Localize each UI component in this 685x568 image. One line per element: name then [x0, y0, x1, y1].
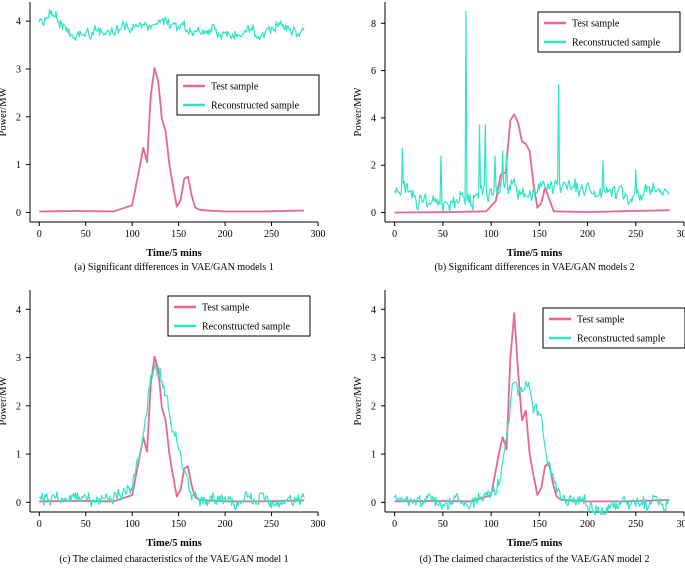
- legend-label-test: Test sample: [211, 82, 259, 93]
- x-tick-label: 0: [37, 229, 42, 240]
- chart-panel-b: 0 50 100 150 200 250 300 0 2 4 6 8 Time/5 mins Power/…: [353, 2, 685, 273]
- x-axis-label: Time/5 mins: [507, 538, 563, 549]
- legend-label-reconstructed: Reconstructed sample: [572, 38, 661, 49]
- x-tick-label: 250: [264, 519, 279, 530]
- legend-box: [167, 295, 311, 337]
- legend-label-test: Test sample: [202, 303, 250, 314]
- y-axis-label: Power/MW: [353, 87, 364, 136]
- reconstructed-sample-line: [394, 10, 670, 213]
- y-tick-label: 2: [371, 161, 376, 172]
- x-tick-label: 50: [438, 519, 448, 530]
- reconstructed-sample-line: [38, 363, 305, 511]
- chart-panel-d: 0 50 100 150 200 250 300 0 1 2 3 4 Time/5 mins Power/…: [353, 290, 685, 565]
- legend-box: [537, 11, 681, 53]
- x-tick-label: 50: [438, 229, 448, 240]
- y-axis-label: Power/MW: [353, 376, 364, 425]
- x-axis-label: Time/5 mins: [507, 248, 563, 259]
- x-tick-label: 0: [392, 229, 397, 240]
- x-tick-label: 200: [218, 519, 233, 530]
- y-axis-label: Power/MW: [0, 87, 9, 136]
- y-tick-label: 1: [371, 450, 376, 461]
- x-tick-label: 100: [484, 229, 499, 240]
- x-tick-label: 300: [311, 519, 326, 530]
- x-tick-label: 100: [484, 519, 499, 530]
- x-axis-label: Time/5 mins: [146, 248, 202, 259]
- y-tick-label: 3: [16, 64, 21, 75]
- y-tick-label: 0: [16, 208, 21, 219]
- legend-label-reconstructed: Reconstructed sample: [577, 334, 666, 345]
- y-tick-label: 1: [16, 450, 21, 461]
- y-tick-label: 4: [16, 17, 21, 28]
- x-tick-label: 300: [311, 229, 326, 240]
- x-tick-label: 150: [171, 229, 186, 240]
- y-tick-label: 0: [16, 498, 21, 509]
- panel-caption: (a) Significant differences in VAE/GAN m…: [74, 262, 273, 273]
- legend-label-test: Test sample: [572, 19, 620, 30]
- y-tick-label: 2: [371, 401, 376, 412]
- legend-label-reconstructed: Reconstructed sample: [211, 101, 300, 112]
- test-sample-line: [394, 113, 670, 214]
- y-tick-label: 1: [16, 160, 21, 171]
- x-tick-label: 200: [218, 229, 233, 240]
- legend-box: [176, 74, 320, 116]
- x-tick-label: 250: [628, 229, 643, 240]
- chart-panel-a: 0 50 100 150 200 250 300 0 1 2 3 4 Time/5 mins Power/…: [0, 2, 326, 273]
- chart-panel-c: 0 50 100 150 200 250 300 0 1 2 3 4 Time/5 mins Power/…: [0, 290, 326, 565]
- x-tick-label: 50: [81, 519, 91, 530]
- x-tick-label: 0: [37, 519, 42, 530]
- y-tick-label: 3: [16, 353, 21, 364]
- reconstructed-sample-line: [394, 380, 670, 516]
- test-sample-line: [39, 355, 305, 503]
- y-tick-label: 8: [371, 19, 376, 30]
- reconstructed-sample-line: [38, 9, 305, 41]
- x-tick-label: 300: [677, 229, 685, 240]
- x-tick-label: 100: [125, 229, 140, 240]
- x-tick-label: 0: [392, 519, 397, 530]
- y-tick-label: 6: [371, 66, 376, 77]
- x-tick-label: 150: [532, 519, 547, 530]
- panel-caption: (c) The claimed characteristics of the V…: [59, 554, 288, 565]
- legend-box: [542, 307, 685, 349]
- x-tick-label: 150: [532, 229, 547, 240]
- x-tick-label: 50: [81, 229, 91, 240]
- y-tick-label: 0: [371, 208, 376, 219]
- x-tick-label: 250: [628, 519, 643, 530]
- y-axis-label: Power/MW: [0, 376, 9, 425]
- y-tick-label: 4: [16, 305, 21, 316]
- x-axis-label: Time/5 mins: [146, 538, 202, 549]
- y-tick-label: 4: [371, 305, 376, 316]
- x-tick-label: 300: [677, 519, 685, 530]
- y-tick-label: 0: [371, 498, 376, 509]
- legend-label-test: Test sample: [577, 315, 625, 326]
- y-tick-label: 3: [371, 353, 376, 364]
- x-tick-label: 100: [125, 519, 140, 530]
- x-tick-label: 200: [580, 519, 595, 530]
- x-tick-label: 200: [580, 229, 595, 240]
- y-tick-label: 2: [16, 112, 21, 123]
- y-tick-label: 2: [16, 401, 21, 412]
- legend-label-reconstructed: Reconstructed sample: [202, 322, 291, 333]
- x-tick-label: 250: [264, 229, 279, 240]
- panel-caption: (b) Significant differences in VAE/GAN m…: [435, 262, 635, 273]
- panel-caption: (d) The claimed characteristics of the V…: [420, 554, 650, 565]
- test-sample-line: [39, 67, 305, 213]
- y-tick-label: 4: [371, 113, 376, 124]
- x-tick-label: 150: [171, 519, 186, 530]
